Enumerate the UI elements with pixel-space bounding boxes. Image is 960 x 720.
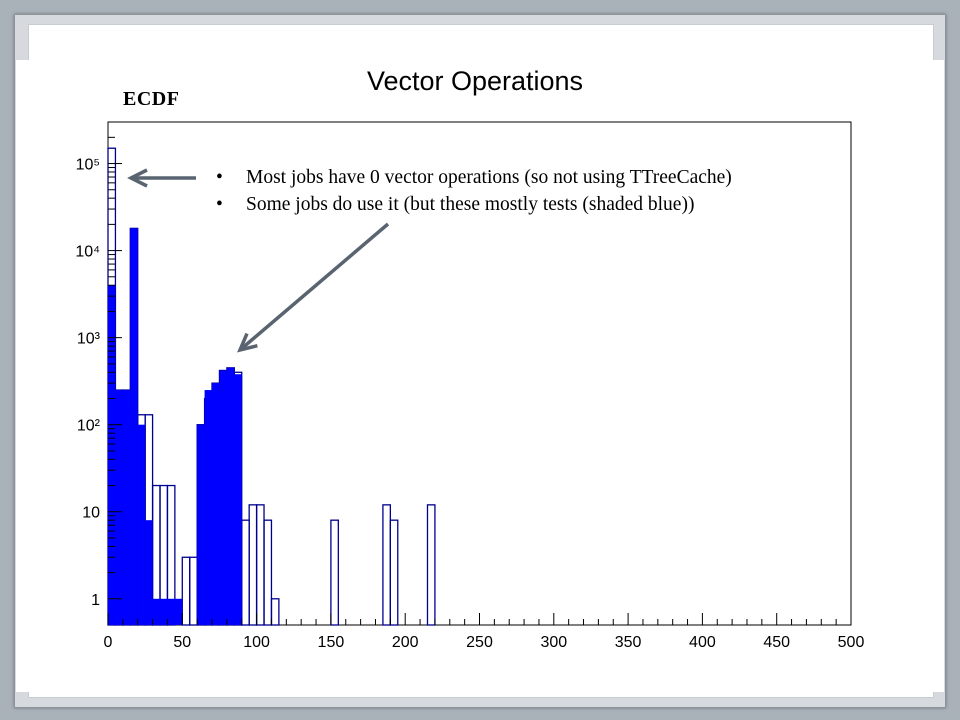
filled-bar: [219, 370, 227, 625]
ecdf-label: ECDF: [123, 88, 180, 110]
filled-bar: [204, 390, 213, 625]
y-tick-label: 10: [82, 505, 100, 522]
x-tick-label: 0: [104, 634, 113, 651]
filled-bar: [167, 598, 175, 625]
x-tick-label: 400: [689, 634, 716, 651]
bullet-dot: •: [216, 167, 223, 188]
y-tick-label: 10³: [77, 331, 101, 348]
filled-bar: [152, 598, 161, 625]
filled-bar: [160, 598, 168, 625]
x-tick-label: 350: [615, 634, 642, 651]
bullet-dot: •: [216, 194, 223, 215]
y-axis: 1 10 10² 10³ 10⁴ 10⁵: [75, 121, 122, 609]
filled-bar: [226, 367, 235, 625]
y-tick-label: 10⁵: [76, 157, 100, 174]
filled-series: [108, 228, 242, 626]
bullet-list: • Most jobs have 0 vector operations (so…: [216, 164, 732, 218]
bullet-item: • Some jobs do use it (but these mostly …: [216, 191, 732, 218]
filled-bar: [145, 520, 153, 625]
outline-bar: [330, 519, 339, 626]
filled-bar: [174, 598, 183, 625]
outline-bar: [270, 598, 280, 626]
y-tick-label: 10⁴: [75, 244, 100, 261]
x-tick-label: 50: [173, 634, 191, 651]
filled-bar: [137, 424, 146, 625]
x-tick-label: 500: [838, 634, 865, 651]
bullet-text: Some jobs do use it (but these mostly te…: [246, 194, 695, 215]
chart-title: Vector Operations: [367, 66, 583, 96]
bullet-item: • Most jobs have 0 vector operations (so…: [216, 164, 732, 191]
outline-bar: [263, 519, 273, 626]
filled-bar: [212, 383, 220, 625]
x-tick-label: 250: [466, 634, 493, 651]
filled-bar: [122, 390, 131, 625]
x-tick-label: 100: [243, 634, 270, 651]
x-tick-label: 300: [540, 634, 567, 651]
bullet-text: Most jobs have 0 vector operations (so n…: [246, 167, 732, 188]
filled-bar: [234, 374, 242, 625]
y-tick-label: 1: [91, 592, 100, 609]
annotation-arrows: [127, 168, 390, 353]
filled-bar: [197, 424, 205, 625]
filled-bar: [130, 228, 138, 626]
filled-bar: [115, 390, 123, 625]
y-tick-label: 10²: [77, 418, 101, 435]
x-axis: 0 50 100 150 200 250 300 350 400 450 500: [104, 613, 865, 651]
x-tick-label: 150: [318, 634, 345, 651]
outline-bar: [426, 504, 436, 626]
filled-bar: [108, 285, 116, 625]
x-tick-label: 200: [392, 634, 419, 651]
x-tick-label: 450: [763, 634, 790, 651]
arrow-shaft: [238, 222, 390, 352]
arrow-head: [237, 332, 258, 353]
outline-bar: [389, 519, 399, 626]
arrow-head: [127, 168, 148, 188]
